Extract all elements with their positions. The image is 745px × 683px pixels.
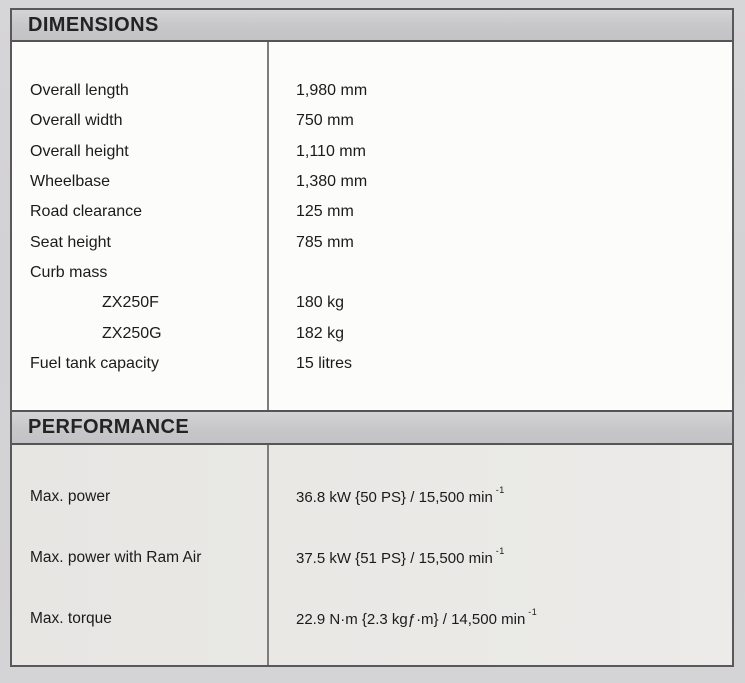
spec-label: Seat height xyxy=(30,233,111,251)
spec-label: Wheelbase xyxy=(30,173,111,191)
spec-value: 36.8 kW {50 PS} / 15,500 min -1 xyxy=(267,484,732,506)
column-divider xyxy=(267,445,269,665)
spec-value: 182 kg xyxy=(296,324,345,342)
table-row: Seat height 785 mm xyxy=(12,227,732,257)
spec-value-text: 37.5 kW {51 PS} / 15,500 min xyxy=(296,549,493,567)
table-row: Road clearance 125 mm xyxy=(12,197,732,227)
column-divider xyxy=(267,42,269,410)
section-title-performance: PERFORMANCE xyxy=(28,416,190,438)
spec-value: 785 mm xyxy=(296,233,354,251)
spec-value: 22.9 N·m {2.3 kgƒ·m} / 14,500 min -1 xyxy=(267,606,732,628)
superscript-exponent: -1 xyxy=(495,484,505,495)
spec-label: Overall length xyxy=(30,82,129,100)
table-row: Overall height 1,110 mm xyxy=(12,137,732,167)
spec-label: Max. power xyxy=(30,487,111,505)
spec-label: Max. torque xyxy=(30,609,112,627)
spec-label: Overall width xyxy=(30,112,123,130)
spec-value: 1,110 mm xyxy=(296,142,366,160)
spec-value-text: 36.8 kW {50 PS} / 15,500 min xyxy=(296,488,493,506)
table-row: Overall width 750 mm xyxy=(12,106,732,136)
performance-body: Max. power 36.8 kW {50 PS} / 15,500 min -… xyxy=(12,445,732,665)
section-title-dimensions: DIMENSIONS xyxy=(28,13,159,36)
spec-label: Max. power with Ram Air xyxy=(30,548,202,566)
table-row: Overall length 1,980 mm xyxy=(12,76,732,106)
spec-value: 1,380 mm xyxy=(296,173,368,191)
spec-label: Overall height xyxy=(30,142,129,160)
spec-value: 180 kg xyxy=(296,294,345,312)
superscript-exponent: -1 xyxy=(528,606,538,617)
spec-label: Curb mass xyxy=(30,263,108,281)
spec-label: Road clearance xyxy=(30,203,143,221)
superscript-exponent: -1 xyxy=(495,545,505,556)
spec-label-indented: ZX250F xyxy=(102,294,159,312)
spec-value: 125 mm xyxy=(296,203,354,221)
table-row: Max. torque 22.9 N·m {2.3 kgƒ·m} / 14,50… xyxy=(12,588,732,649)
spec-table: DIMENSIONS Overall length 1,980 mm Overa… xyxy=(10,8,734,667)
table-row: Fuel tank capacity 15 litres xyxy=(12,349,732,379)
spec-value: 750 mm xyxy=(296,112,354,130)
section-header-performance: PERFORMANCE xyxy=(12,410,732,445)
table-row: Wheelbase 1,380 mm xyxy=(12,167,732,197)
spec-label-indented: ZX250G xyxy=(102,324,162,342)
spec-label: Fuel tank capacity xyxy=(30,354,159,372)
table-row: Curb mass xyxy=(12,258,732,288)
dimensions-body: Overall length 1,980 mm Overall width 75… xyxy=(12,42,732,410)
table-row: Max. power with Ram Air 37.5 kW {51 PS} … xyxy=(12,527,732,588)
spec-value: 15 litres xyxy=(296,354,353,372)
table-row: ZX250G 182 kg xyxy=(12,318,732,348)
spec-value: 1,980 mm xyxy=(296,82,368,100)
table-row: ZX250F 180 kg xyxy=(12,288,732,318)
spec-value: 37.5 kW {51 PS} / 15,500 min -1 xyxy=(267,545,732,567)
spec-value-text: 22.9 N·m {2.3 kgƒ·m} / 14,500 min xyxy=(296,610,526,628)
section-header-dimensions: DIMENSIONS xyxy=(12,10,732,42)
table-row: Max. power 36.8 kW {50 PS} / 15,500 min -… xyxy=(12,466,732,527)
